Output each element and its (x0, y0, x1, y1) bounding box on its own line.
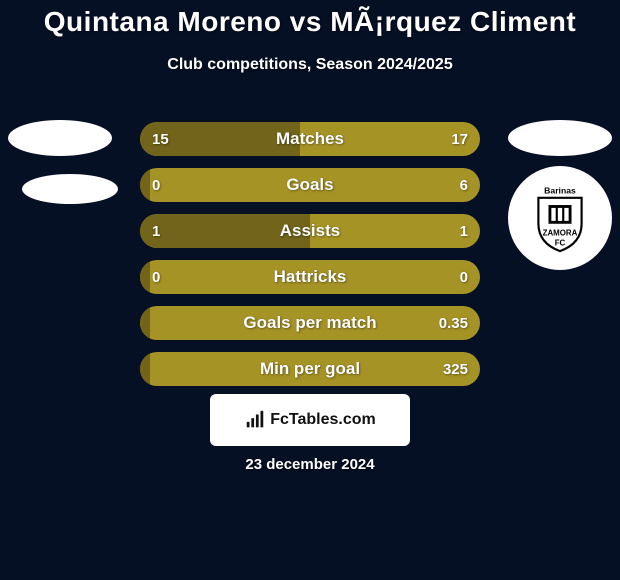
stat-value-right: 6 (460, 168, 468, 202)
svg-text:FC: FC (555, 238, 566, 247)
stat-value-right: 17 (451, 122, 468, 156)
stat-label: Goals per match (140, 306, 480, 340)
chart-icon (244, 409, 266, 431)
stat-fill (140, 122, 300, 156)
player1-club-logo-1 (8, 120, 112, 156)
stat-fill (140, 306, 150, 340)
player2-club-logo-1 (508, 120, 612, 156)
stat-row: Goals per match0.35 (140, 306, 480, 340)
stat-label: Hattricks (140, 260, 480, 294)
stat-fill (140, 214, 310, 248)
comparison-infographic: Quintana Moreno vs MÃ¡rquez Climent Club… (0, 0, 620, 580)
stat-value-left: 0 (152, 260, 160, 294)
stats-bars: 15Matches170Goals61Assists10Hattricks0Go… (140, 122, 480, 398)
stat-fill (140, 352, 150, 386)
page-subtitle: Club competitions, Season 2024/2025 (0, 56, 620, 74)
zamora-fc-crest-icon: Barinas ZAMORA FC (524, 182, 596, 254)
date-text: 23 december 2024 (0, 456, 620, 473)
svg-text:ZAMORA: ZAMORA (543, 228, 578, 237)
stat-value-right: 325 (443, 352, 468, 386)
stat-label: Min per goal (140, 352, 480, 386)
stat-row: Min per goal325 (140, 352, 480, 386)
stat-row: 1Assists1 (140, 214, 480, 248)
player2-club-logo-2: Barinas ZAMORA FC (508, 166, 612, 270)
stat-fill (140, 168, 150, 202)
stat-value-right: 0 (460, 260, 468, 294)
player1-club-logo-2 (22, 174, 118, 204)
stat-row: 0Hattricks0 (140, 260, 480, 294)
attribution-badge: FcTables.com (210, 394, 410, 446)
svg-text:Barinas: Barinas (544, 186, 576, 196)
stat-value-right: 1 (460, 214, 468, 248)
stat-label: Goals (140, 168, 480, 202)
stat-value-left: 0 (152, 168, 160, 202)
attribution-text: FcTables.com (270, 411, 376, 429)
stat-fill (140, 260, 150, 294)
stat-row: 0Goals6 (140, 168, 480, 202)
stat-value-right: 0.35 (439, 306, 468, 340)
stat-row: 15Matches17 (140, 122, 480, 156)
page-title: Quintana Moreno vs MÃ¡rquez Climent (0, 0, 620, 38)
